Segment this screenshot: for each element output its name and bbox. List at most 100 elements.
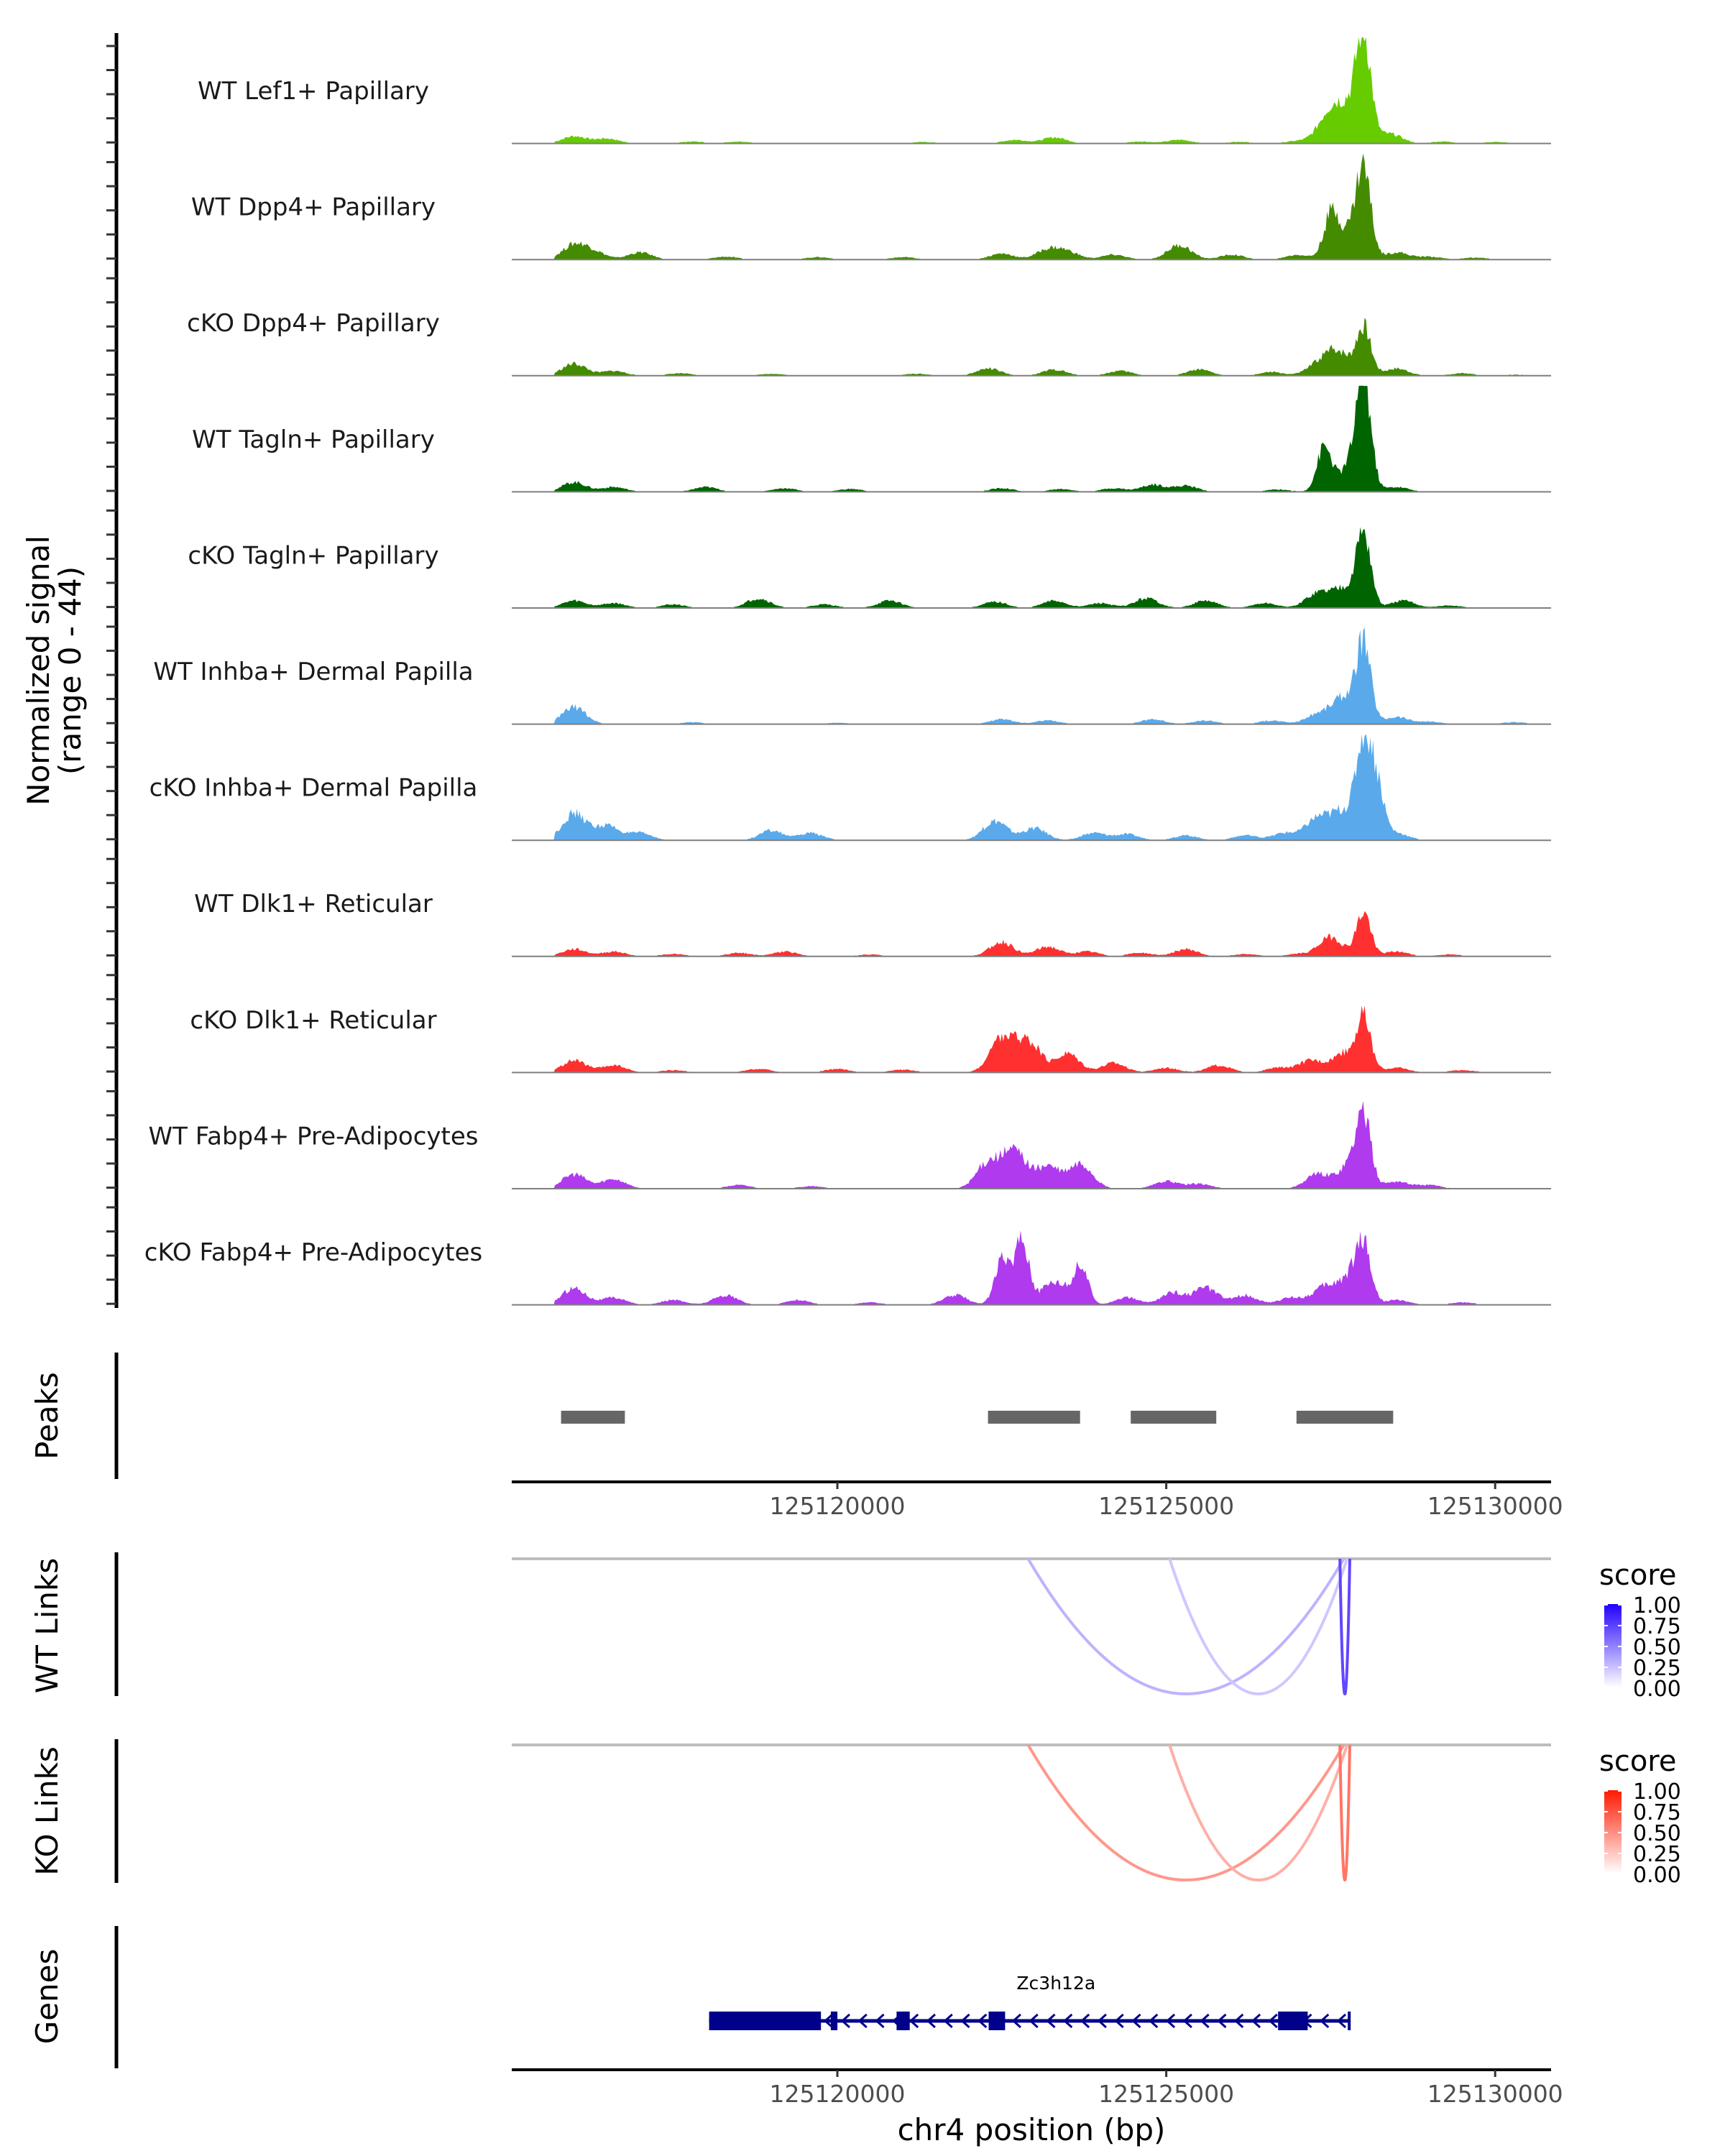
- wt-score-legend: score 1.000.750.500.250.00: [1599, 1559, 1681, 1702]
- coverage-tracks: WT Lef1+ Papillary WT Dpp4+ Papillary cKO …: [144, 37, 1551, 1306]
- x-tick-label: 125130000: [1427, 1492, 1563, 1520]
- x-tick-label: 125125000: [1098, 1492, 1234, 1520]
- x-tick-label: 125120000: [770, 2080, 906, 2108]
- coverage-track: cKO Dlk1+ Reticular: [190, 1005, 1551, 1074]
- ko-legend-title: score: [1599, 1745, 1676, 1778]
- strand-arrow-icon: [1011, 2013, 1021, 2029]
- coverage-area: [512, 1230, 1551, 1305]
- peaks-x-ticks: 125120000 125125000 125130000: [770, 1482, 1563, 1520]
- link-arc: [1026, 1743, 1346, 1881]
- coverage-track: WT Inhba+ Dermal Papilla: [153, 627, 1551, 725]
- coverage-area: [512, 153, 1551, 260]
- strand-arrow-icon: [1165, 2013, 1176, 2029]
- ko-link-arcs: [1026, 1743, 1351, 1881]
- legend-tick-label: 0.00: [1633, 1677, 1681, 1702]
- wt-link-arcs: [1026, 1557, 1351, 1695]
- wt-legend-title: score: [1599, 1559, 1676, 1592]
- strand-arrow-icon: [1097, 2013, 1107, 2029]
- coverage-track-label: WT Inhba+ Dermal Papilla: [153, 658, 473, 686]
- strand-arrow-icon: [1131, 2013, 1141, 2029]
- legend-tick-label: 0.75: [1633, 1614, 1681, 1639]
- coverage-area: [512, 527, 1551, 608]
- genes-section: Genes Zc3h12a 125120000 125125000 12513000…: [29, 1926, 1563, 2147]
- coverage-y-ticks: [106, 45, 116, 1305]
- legend-tick-label: 0.75: [1633, 1800, 1681, 1825]
- coverage-track-label: cKO Inhba+ Dermal Papilla: [150, 774, 478, 803]
- ko-legend-ticks: 1.000.750.500.250.00: [1604, 1779, 1681, 1888]
- wt-links-track-label: WT Links: [29, 1558, 65, 1693]
- legend-tick-label: 0.25: [1633, 1656, 1681, 1681]
- link-arc: [1168, 1744, 1349, 1881]
- strand-arrow-icon: [875, 2013, 885, 2029]
- ylabel-line2: (range 0 - 44): [52, 566, 88, 775]
- strand-arrow-icon: [1080, 2013, 1090, 2029]
- ko-score-legend: score 1.000.750.500.250.00: [1599, 1745, 1681, 1888]
- coverage-track-label: WT Lef1+ Papillary: [198, 77, 429, 106]
- coverage-area: [512, 37, 1551, 144]
- gene-models: Zc3h12a: [709, 1973, 1351, 2030]
- strand-arrow-icon: [960, 2013, 970, 2029]
- peak-regions: [561, 1411, 1394, 1424]
- x-tick-label: 125120000: [770, 1492, 906, 1520]
- strand-arrow-icon: [1029, 2013, 1039, 2029]
- gene-exon: [1278, 2012, 1308, 2030]
- coverage-track-label: cKO Dpp4+ Papillary: [187, 309, 440, 338]
- strand-arrow-icon: [1234, 2013, 1244, 2029]
- x-tick-label: 125125000: [1098, 2080, 1234, 2108]
- strand-arrow-icon: [908, 2013, 919, 2029]
- coverage-track-label: WT Dpp4+ Papillary: [191, 193, 436, 222]
- legend-tick-label: 1.00: [1633, 1593, 1681, 1618]
- strand-arrow-icon: [1200, 2013, 1210, 2029]
- peak-region: [1131, 1411, 1217, 1424]
- ylabel-line1: Normalized signal: [21, 535, 56, 806]
- gene-exon: [709, 2012, 822, 2030]
- gene-model: Zc3h12a: [709, 1973, 1351, 2030]
- strand-arrow-icon: [840, 2013, 851, 2029]
- coverage-area: [512, 1100, 1551, 1189]
- coverage-track: WT Dlk1+ Reticular: [194, 890, 1551, 957]
- strand-arrow-icon: [926, 2013, 936, 2029]
- link-arc: [1338, 1744, 1351, 1881]
- coverage-track: cKO Tagln+ Papillary: [188, 527, 1551, 609]
- strand-arrow-icon: [978, 2013, 988, 2029]
- coverage-track-label: WT Fabp4+ Pre-Adipocytes: [149, 1122, 479, 1151]
- peak-region: [988, 1411, 1080, 1424]
- strand-arrow-icon: [1063, 2013, 1073, 2029]
- link-arc: [1026, 1557, 1346, 1695]
- link-arc: [1338, 1558, 1351, 1695]
- gene-name: Zc3h12a: [1016, 1973, 1095, 1994]
- strand-arrow-icon: [943, 2013, 953, 2029]
- legend-tick-label: 0.50: [1633, 1821, 1681, 1846]
- coverage-y-axis-title: Normalized signal (range 0 - 44): [21, 535, 88, 806]
- gene-exon: [988, 2012, 1006, 2030]
- strand-arrow-icon: [1114, 2013, 1124, 2029]
- coverage-area: [512, 734, 1551, 841]
- peaks-section: Peaks 125120000 125125000 125130000: [29, 1353, 1563, 1520]
- genes-x-ticks: 125120000 125125000 125130000: [770, 2070, 1563, 2108]
- legend-tick-label: 0.25: [1633, 1842, 1681, 1867]
- strand-arrow-icon: [1320, 2013, 1330, 2029]
- peaks-track-label: Peaks: [29, 1372, 65, 1460]
- strand-arrow-icon: [1251, 2013, 1261, 2029]
- ko-links-track-label: KO Links: [29, 1746, 65, 1876]
- coverage-track: WT Dpp4+ Papillary: [191, 153, 1551, 261]
- ko-links-section: KO Links score 1.000.750.500.250.00: [29, 1739, 1681, 1888]
- coverage-track-label: cKO Fabp4+ Pre-Adipocytes: [144, 1238, 483, 1267]
- legend-tick-label: 1.00: [1633, 1779, 1681, 1805]
- x-tick-label: 125130000: [1427, 2080, 1563, 2108]
- coverage-track: WT Lef1+ Papillary: [198, 37, 1551, 144]
- coverage-track-label: WT Dlk1+ Reticular: [194, 890, 433, 918]
- coverage-area: [512, 318, 1551, 376]
- strand-arrow-icon: [1182, 2013, 1192, 2029]
- strand-arrow-icon: [1336, 2013, 1347, 2029]
- coverage-area: [512, 385, 1551, 492]
- x-axis-title: chr4 position (bp): [898, 2112, 1166, 2147]
- coverage-track: WT Fabp4+ Pre-Adipocytes: [149, 1100, 1551, 1189]
- coverage-area: [512, 627, 1551, 724]
- coverage-track: cKO Fabp4+ Pre-Adipocytes: [144, 1230, 1551, 1306]
- gene-exon: [830, 2012, 838, 2030]
- legend-tick-label: 0.00: [1633, 1863, 1681, 1888]
- genes-track-label: Genes: [29, 1949, 65, 2045]
- legend-tick-label: 0.50: [1633, 1635, 1681, 1660]
